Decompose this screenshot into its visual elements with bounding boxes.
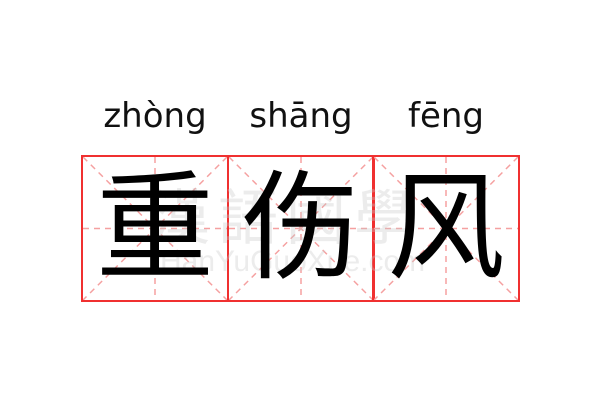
hanzi-character: 伤 xyxy=(241,159,360,297)
grid-guides xyxy=(83,157,227,300)
character-cell-2: 伤 xyxy=(227,155,375,302)
pinyin-1: zhòng xyxy=(103,96,207,136)
watermark-latin: HanYuGuoXue.com xyxy=(160,245,426,278)
grid-guides xyxy=(229,157,373,300)
pinyin-3: fēng xyxy=(407,96,485,136)
character-cell-1: 重 xyxy=(81,155,229,302)
character-cell-3: 风 xyxy=(372,155,520,302)
hanzi-character: 风 xyxy=(386,159,505,297)
grid-guides xyxy=(374,157,518,300)
watermark-chinese: 漢語國學 xyxy=(150,184,422,254)
hanzi-character: 重 xyxy=(95,159,214,297)
pinyin-2: shāng xyxy=(249,96,353,136)
